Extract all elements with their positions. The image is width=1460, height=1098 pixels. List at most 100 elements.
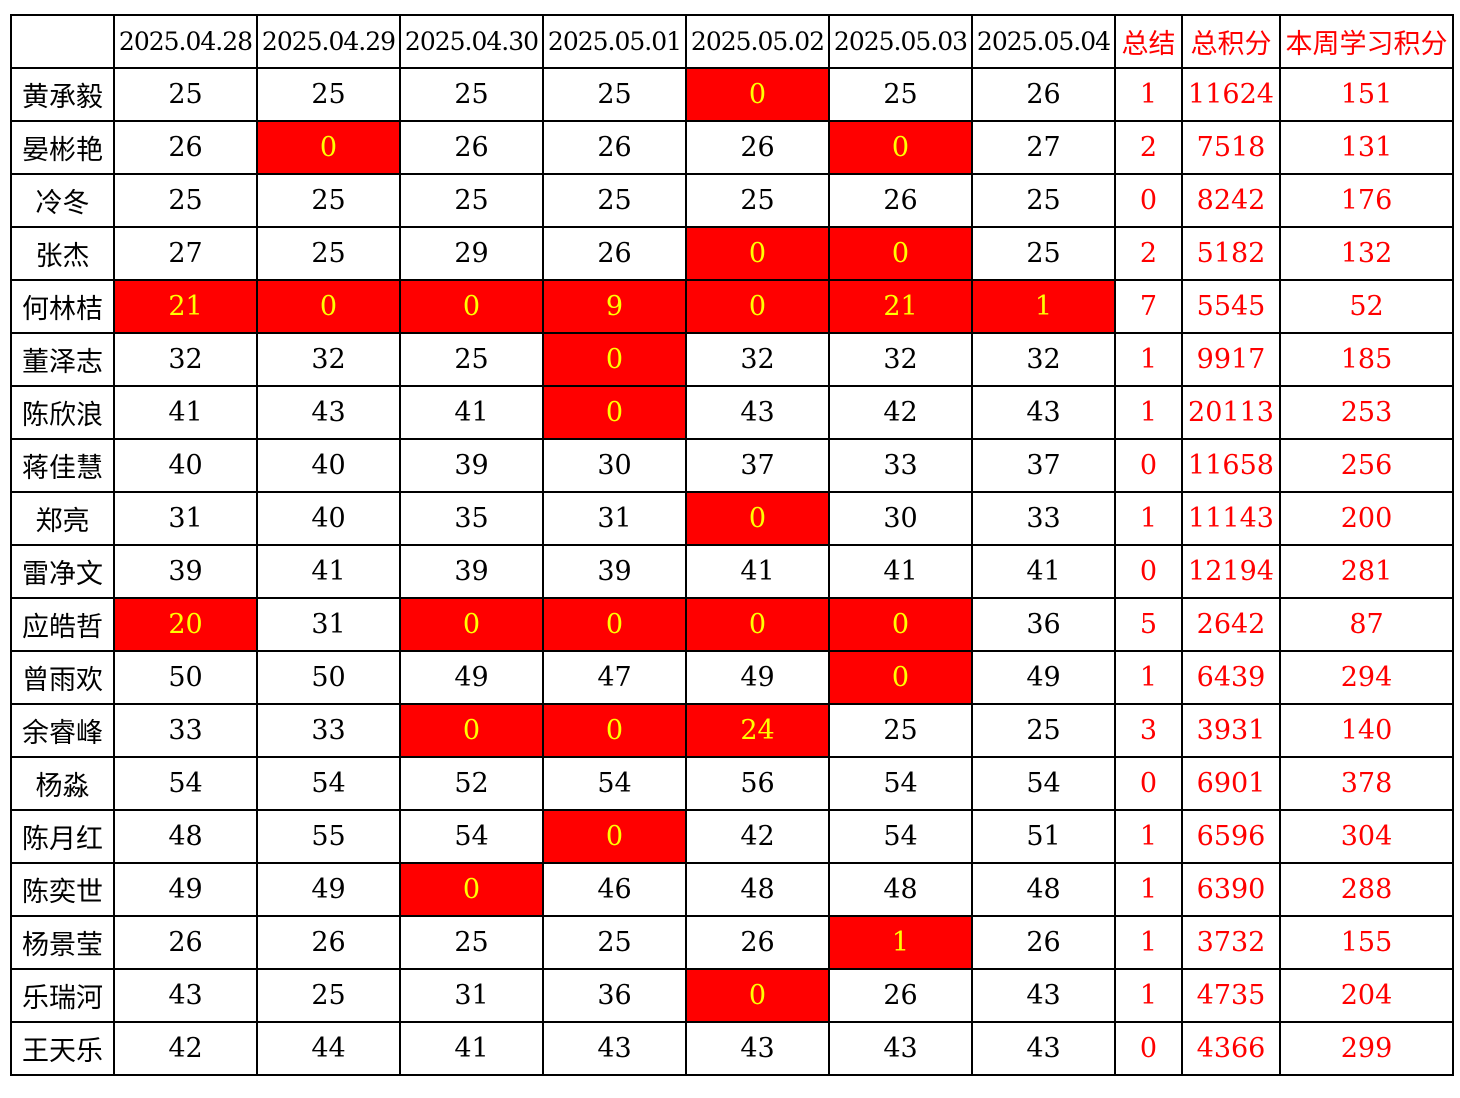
summary-count-cell: 1 [1114,491,1183,546]
summary-count-cell: 1 [1114,332,1183,387]
day-score-cell: 0 [399,597,544,652]
day-score-cell: 0 [828,650,973,705]
day-score-cell: 49 [113,862,258,917]
total-points-cell: 3931 [1181,703,1281,758]
day-score-cell: 0 [542,703,687,758]
day-score-cell: 30 [828,491,973,546]
day-score-cell: 56 [685,756,830,811]
day-score-cell: 26 [971,67,1116,122]
day-score-cell: 43 [685,1021,830,1076]
summary-count-cell: 5 [1114,597,1183,652]
week-points-cell: 294 [1279,650,1454,705]
day-score-cell: 1 [828,915,973,970]
col-header-date-6: 2025.05.04 [971,14,1116,69]
day-score-cell: 25 [399,332,544,387]
day-score-cell: 25 [256,173,401,228]
student-name: 陈欣浪 [10,385,115,440]
day-score-cell: 43 [113,968,258,1023]
total-points-cell: 6390 [1181,862,1281,917]
total-points-cell: 8242 [1181,173,1281,228]
day-score-cell: 54 [542,756,687,811]
day-score-cell: 42 [113,1021,258,1076]
day-score-cell: 0 [828,597,973,652]
day-score-cell: 44 [256,1021,401,1076]
week-points-cell: 304 [1279,809,1454,864]
day-score-cell: 43 [971,385,1116,440]
summary-count-cell: 0 [1114,173,1183,228]
day-score-cell: 31 [542,491,687,546]
day-score-cell: 54 [971,756,1116,811]
day-score-cell: 25 [256,226,401,281]
student-name: 雷净文 [10,544,115,599]
col-header-date-4: 2025.05.02 [685,14,830,69]
student-name: 蒋佳慧 [10,438,115,493]
student-name: 黄承毅 [10,67,115,122]
day-score-cell: 54 [399,809,544,864]
summary-count-cell: 1 [1114,67,1183,122]
col-header-date-3: 2025.05.01 [542,14,687,69]
day-score-cell: 0 [685,491,830,546]
summary-count-cell: 1 [1114,915,1183,970]
summary-count-cell: 0 [1114,1021,1183,1076]
day-score-cell: 25 [971,703,1116,758]
week-points-cell: 151 [1279,67,1454,122]
table-row: 余睿峰 33 33 0 0 24 25 25 3 3931 140 [10,703,1454,758]
col-header-date-1: 2025.04.29 [256,14,401,69]
day-score-cell: 26 [256,915,401,970]
day-score-cell: 42 [685,809,830,864]
day-score-cell: 29 [399,226,544,281]
day-score-cell: 0 [256,120,401,175]
day-score-cell: 26 [685,120,830,175]
total-points-cell: 7518 [1181,120,1281,175]
day-score-cell: 32 [685,332,830,387]
day-score-cell: 49 [685,650,830,705]
day-score-cell: 0 [685,597,830,652]
day-score-cell: 32 [971,332,1116,387]
week-points-cell: 132 [1279,226,1454,281]
total-points-cell: 9917 [1181,332,1281,387]
day-score-cell: 26 [113,120,258,175]
day-score-cell: 55 [256,809,401,864]
week-points-cell: 288 [1279,862,1454,917]
summary-count-cell: 2 [1114,226,1183,281]
day-score-cell: 25 [399,173,544,228]
day-score-cell: 32 [828,332,973,387]
day-score-cell: 48 [113,809,258,864]
total-points-cell: 2642 [1181,597,1281,652]
day-score-cell: 26 [971,915,1116,970]
student-name: 余睿峰 [10,703,115,758]
day-score-cell: 31 [399,968,544,1023]
student-name: 郑亮 [10,491,115,546]
day-score-cell: 37 [971,438,1116,493]
total-points-cell: 11658 [1181,438,1281,493]
day-score-cell: 46 [542,862,687,917]
summary-count-cell: 1 [1114,809,1183,864]
day-score-cell: 0 [542,809,687,864]
day-score-cell: 25 [685,173,830,228]
week-points-cell: 281 [1279,544,1454,599]
day-score-cell: 54 [828,809,973,864]
day-score-cell: 26 [828,173,973,228]
day-score-cell: 0 [542,597,687,652]
summary-count-cell: 0 [1114,544,1183,599]
day-score-cell: 47 [542,650,687,705]
day-score-cell: 43 [685,385,830,440]
day-score-cell: 50 [113,650,258,705]
day-score-cell: 36 [542,968,687,1023]
week-points-cell: 155 [1279,915,1454,970]
summary-count-cell: 1 [1114,385,1183,440]
table-row: 杨淼 54 54 52 54 56 54 54 0 6901 378 [10,756,1454,811]
day-score-cell: 25 [828,703,973,758]
day-score-cell: 25 [542,67,687,122]
day-score-cell: 26 [828,968,973,1023]
day-score-cell: 42 [828,385,973,440]
col-header-total: 总积分 [1181,14,1281,69]
day-score-cell: 33 [971,491,1116,546]
day-score-cell: 24 [685,703,830,758]
day-score-cell: 48 [971,862,1116,917]
total-points-cell: 12194 [1181,544,1281,599]
day-score-cell: 36 [971,597,1116,652]
day-score-cell: 26 [542,120,687,175]
total-points-cell: 20113 [1181,385,1281,440]
corner-cell [10,14,115,69]
